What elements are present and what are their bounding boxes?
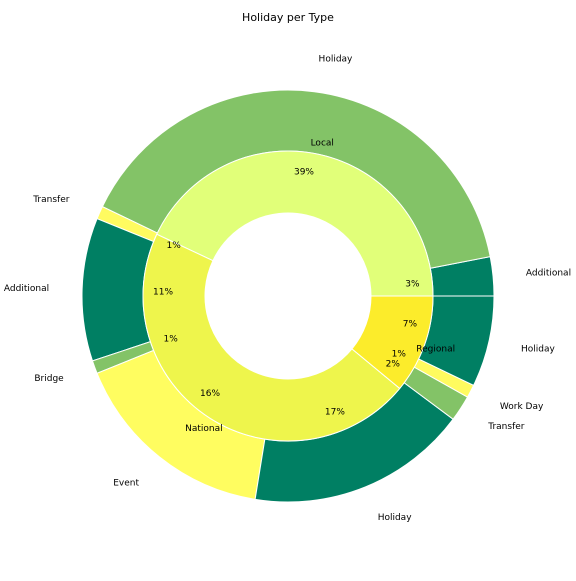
pct-label-0: 3%	[405, 280, 420, 290]
labels-layer: Additional 3% Holiday 39% Transfer 1% Addition…	[4, 54, 571, 523]
pct-label-4: 1%	[164, 335, 179, 345]
outer-label-holiday-9: Holiday	[521, 345, 556, 355]
chart-title: Holiday per Type	[242, 11, 334, 24]
pct-label-3: 11%	[153, 287, 173, 297]
pct-label-5: 16%	[200, 389, 220, 399]
inner-ring	[142, 150, 434, 442]
pct-label-1: 39%	[294, 168, 314, 178]
outer-label-transfer-2: Transfer	[32, 195, 69, 205]
outer-label-additional-3: Additional	[4, 284, 49, 294]
pct-label-2: 1%	[167, 241, 182, 251]
pct-label-6: 17%	[325, 407, 345, 417]
inner-wedge-national	[142, 233, 401, 442]
inner-wedge-regional	[351, 295, 434, 390]
outer-label-additional-0: Additional	[526, 269, 571, 279]
outer-label-work-day-8: Work Day	[500, 402, 544, 412]
outer-label-holiday-1: Holiday	[319, 54, 354, 64]
pct-label-9: 7%	[403, 319, 418, 329]
outer-label-bridge-4: Bridge	[34, 374, 64, 384]
inner-label-regional: Regional	[416, 345, 455, 355]
pct-label-8: 1%	[392, 349, 407, 359]
pct-label-7: 2%	[386, 360, 401, 370]
outer-label-transfer-7: Transfer	[487, 422, 524, 432]
inner-label-national: National	[185, 424, 223, 434]
inner-label-local: Local	[311, 138, 334, 148]
outer-label-event-5: Event	[113, 478, 139, 488]
outer-ring	[81, 89, 495, 503]
outer-label-holiday-6: Holiday	[378, 513, 413, 523]
inner-wedge-local	[156, 150, 434, 297]
